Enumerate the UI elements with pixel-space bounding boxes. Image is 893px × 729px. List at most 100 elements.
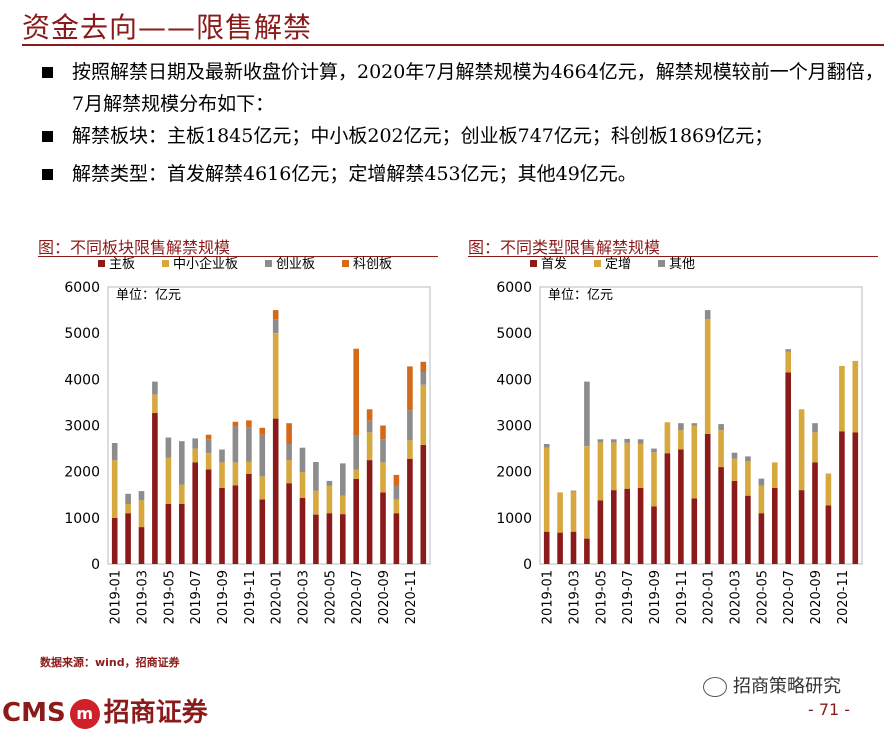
bar-segment <box>125 504 131 514</box>
legend-label: 创业板 <box>276 257 315 272</box>
bullet-square-icon <box>42 131 53 142</box>
bullet-text: 解禁板块：主板1845亿元；中小板202亿元；创业板747亿元；科创板1869亿… <box>72 125 774 147</box>
bar-segment <box>366 409 373 421</box>
bar-segment <box>745 456 751 461</box>
y-tick-label: 6000 <box>64 280 100 296</box>
bar-segment <box>366 420 373 433</box>
bar-segment <box>407 440 413 459</box>
bullet-square-icon <box>42 169 53 180</box>
bar-segment <box>637 487 644 564</box>
unit-label: 单位：亿元 <box>548 288 613 303</box>
bar-segment <box>745 461 751 496</box>
legend-swatch <box>530 260 537 267</box>
x-tick-label: 2019-07 <box>189 570 204 624</box>
bar-segment <box>179 504 185 564</box>
bar-segment <box>597 439 604 443</box>
x-tick-label: 2019-05 <box>162 570 177 624</box>
bar-segment <box>205 439 212 454</box>
bar-segment <box>570 490 577 492</box>
legend-swatch <box>265 260 272 267</box>
legend-swatch <box>658 260 665 267</box>
bar-segment <box>192 438 198 449</box>
x-tick-label: 2019-09 <box>216 570 231 624</box>
bullet-item: 解禁类型：首发解禁4616亿元；定增解禁453亿元；其他49亿元。 <box>42 158 892 190</box>
bar-segment <box>570 531 577 564</box>
bar-segment <box>165 457 172 504</box>
bar-segment <box>664 453 671 564</box>
x-tick-label: 2019-01 <box>109 570 124 624</box>
x-tick-label: 2020-09 <box>377 570 392 624</box>
chart-title-underline <box>38 256 438 257</box>
bullet-item: 按照解禁日期及最新收盘价计算，2020年7月解禁规模为4664亿元，解禁规模较前… <box>42 56 892 120</box>
bar-segment <box>353 478 359 564</box>
y-tick-label: 1000 <box>496 511 532 527</box>
bar-segment <box>366 432 373 461</box>
bar-segment <box>246 474 252 564</box>
chart-title-board: 图：不同板块限售解禁规模 <box>38 238 231 257</box>
bar-segment <box>205 469 212 564</box>
bar-segment <box>584 538 590 564</box>
bar-segment <box>192 448 198 463</box>
bar-segment <box>138 527 145 564</box>
x-tick-label: 2019-03 <box>568 570 583 624</box>
bar-segment <box>299 447 306 473</box>
bar-segment <box>205 453 212 470</box>
legend-label: 其他 <box>669 257 695 272</box>
bar-segment <box>340 463 346 496</box>
bar-segment <box>179 484 185 504</box>
x-tick-label: 2019-11 <box>243 570 258 624</box>
x-tick-label: 2019-09 <box>648 570 663 624</box>
bar-segment <box>584 446 590 539</box>
bar-segment <box>704 319 711 434</box>
wechat-name: 招商策略研究 <box>733 676 841 697</box>
y-tick-label: 1000 <box>64 511 100 527</box>
bar-segment <box>651 452 657 507</box>
bar-segment <box>152 381 158 395</box>
y-tick-label: 4000 <box>496 372 532 388</box>
bar-segment <box>138 491 145 501</box>
bar-segment <box>125 513 131 564</box>
legend-swatch <box>162 260 169 267</box>
x-tick-label: 2019-03 <box>136 570 151 624</box>
bullet-square-icon <box>42 67 53 78</box>
x-tick-label: 2020-07 <box>350 570 365 624</box>
bar-segment <box>299 498 306 564</box>
bar-segment <box>407 410 413 441</box>
bar-segment <box>611 442 617 491</box>
legend-label: 首发 <box>541 256 567 272</box>
bar-segment <box>758 478 765 486</box>
bar-segment <box>219 462 225 488</box>
bar-segment <box>691 425 698 499</box>
bar-segment <box>246 420 252 428</box>
bar-segment <box>745 495 751 564</box>
bar-segment <box>313 514 319 564</box>
bar-segment <box>340 514 346 564</box>
bar-segment <box>232 421 239 427</box>
bar-segment <box>785 372 791 564</box>
bar-segment <box>718 430 724 467</box>
x-tick-label: 2020-05 <box>323 570 338 624</box>
bar-segment <box>731 480 738 564</box>
x-tick-label: 2020-03 <box>729 570 744 624</box>
y-tick-label: 5000 <box>64 326 100 342</box>
bar-segment <box>407 366 413 411</box>
bar-segment <box>380 425 386 440</box>
x-tick-label: 2019-11 <box>675 570 690 624</box>
bar-segment <box>543 447 550 532</box>
legend-swatch <box>594 260 601 267</box>
bar-segment <box>326 513 333 564</box>
bar-segment <box>286 423 292 444</box>
bar-segment <box>624 438 630 443</box>
bar-segment <box>313 462 319 491</box>
chart-title-type: 图：不同类型限售解禁规模 <box>468 238 661 257</box>
bar-segment <box>353 469 359 479</box>
y-tick-label: 4000 <box>64 372 100 388</box>
bar-segment <box>192 462 198 564</box>
bar-segment <box>718 424 724 431</box>
bar-segment <box>259 427 266 435</box>
bar-segment <box>624 488 630 564</box>
x-tick-label: 2019-07 <box>621 570 636 624</box>
bullet-item: 解禁板块：主板1845亿元；中小板202亿元；创业板747亿元；科创板1869亿… <box>42 120 892 152</box>
bar-segment <box>272 333 279 419</box>
